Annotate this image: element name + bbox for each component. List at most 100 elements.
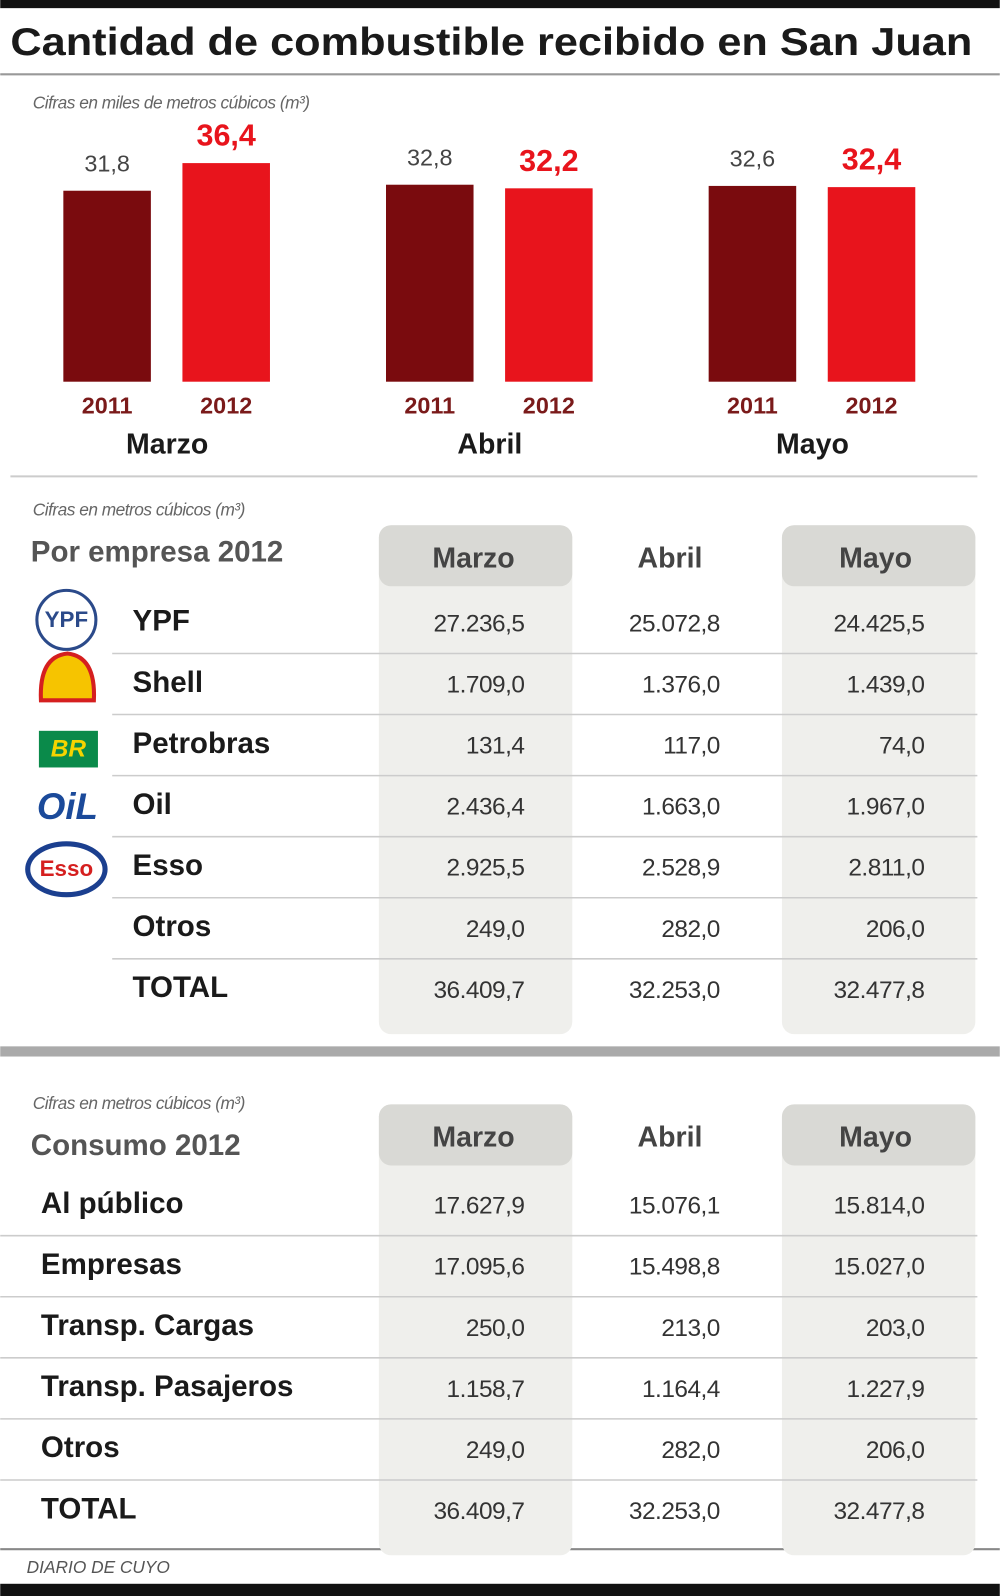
column-header-shade [781, 1104, 976, 1166]
table-cell: 32.477,8 [834, 977, 925, 1004]
column-header: Marzo [432, 542, 514, 574]
row-label: Empresas [41, 1248, 182, 1281]
oil-logo: OiL [37, 786, 98, 827]
table-cell: 1.376,0 [642, 671, 720, 698]
value-label: 36,4 [196, 119, 255, 153]
table-title: Consumo 2012 [31, 1129, 241, 1162]
legend-label: 2011 [82, 392, 133, 418]
row-label: Al público [41, 1187, 184, 1220]
table-note: Cifras en metros cúbicos (m³) [33, 500, 245, 520]
bar [827, 187, 916, 382]
column-header-shade [378, 1104, 573, 1166]
table-cell: 15.814,0 [834, 1193, 925, 1220]
table-cell: 25.072,8 [629, 610, 720, 637]
table-cell: 206,0 [866, 916, 925, 943]
table-cell: 206,0 [866, 1437, 925, 1464]
esso-logo-text: Esso [40, 856, 93, 881]
table-cell: 203,0 [866, 1315, 925, 1342]
table-cell: 32.477,8 [834, 1498, 925, 1525]
column-header: Abril [638, 1122, 703, 1154]
table-cell: 27.236,5 [433, 610, 524, 637]
table-cell: 117,0 [663, 733, 720, 760]
table-cell: 1.164,4 [642, 1376, 720, 1403]
row-label: Petrobras [133, 727, 271, 760]
bar [386, 184, 474, 382]
bar [182, 163, 270, 382]
table-cell: 282,0 [661, 916, 720, 943]
column-header: Mayo [839, 1122, 912, 1154]
table-cell: 213,0 [661, 1315, 720, 1342]
tables: Cifras en metros cúbicos (m³) Por empresa… [0, 500, 978, 1556]
logos: YPF BR OiL Esso [25, 588, 108, 898]
table-cell: 2.925,5 [447, 855, 525, 882]
x-tick-label: Marzo [126, 428, 208, 460]
table-cell: 1.227,9 [847, 1376, 925, 1403]
esso-logo [25, 841, 108, 898]
value-label: 32,2 [519, 144, 578, 178]
table-cell: 1.709,0 [447, 671, 525, 698]
legend-label: 2012 [845, 392, 897, 418]
bottom-band [0, 1583, 1000, 1596]
column-header-shade [378, 525, 573, 587]
table-cell: 17.095,6 [433, 1254, 524, 1281]
row-label: Transp. Cargas [41, 1309, 254, 1342]
table-cell: 282,0 [661, 1437, 720, 1464]
row-label: Shell [133, 666, 204, 699]
column-header: Mayo [839, 542, 912, 574]
table-cell: 1.158,7 [447, 1376, 525, 1403]
value-label: 31,8 [84, 150, 130, 176]
title: Cantidad de combustible recibido en San … [10, 21, 972, 64]
top-band [0, 0, 1000, 9]
ypf-logo [35, 588, 98, 651]
bar [63, 190, 151, 382]
table-cell: 250,0 [466, 1315, 525, 1342]
value-label: 32,8 [407, 144, 453, 170]
legend-label: 2012 [523, 392, 575, 418]
row-label: TOTAL [133, 971, 229, 1004]
value-label: 32,4 [842, 143, 901, 177]
column-header: Abril [638, 542, 703, 574]
table-note: Cifras en metros cúbicos (m³) [33, 1093, 245, 1113]
x-tick-label: Mayo [776, 428, 849, 460]
column-shade [781, 1104, 976, 1556]
table-cell: 249,0 [466, 916, 525, 943]
table-cell: 32.253,0 [629, 977, 720, 1004]
column-header-shade [781, 525, 976, 587]
row-label: YPF [133, 605, 190, 638]
column-shade [378, 525, 573, 1035]
table-cell: 24.425,5 [834, 610, 925, 637]
table-cell: 32.253,0 [629, 1498, 720, 1525]
column-shade [378, 1104, 573, 1556]
column-header: Marzo [432, 1122, 514, 1154]
chart-subtitle: Cifras en miles de metros cúbicos (m³) [33, 92, 310, 112]
x-tick-label: Abril [457, 428, 522, 460]
table-cell: 15.027,0 [834, 1254, 925, 1281]
table-cell: 74,0 [879, 733, 924, 760]
legend-label: 2011 [404, 392, 455, 418]
table-title: Por empresa 2012 [31, 536, 284, 569]
table-cell: 36.409,7 [433, 1498, 524, 1525]
row-label: Otros [133, 910, 212, 943]
table-cell: 36.409,7 [433, 977, 524, 1004]
table-cell: 1.967,0 [847, 794, 925, 821]
value-label: 32,6 [730, 146, 776, 172]
bar [505, 188, 593, 382]
petrobras-logo-text: BR [51, 736, 87, 763]
table-cell: 131,4 [466, 733, 525, 760]
row-label: Oil [133, 788, 172, 821]
row-label: TOTAL [41, 1492, 137, 1525]
ypf-logo-text: YPF [45, 607, 89, 632]
legend-label: 2011 [727, 392, 778, 418]
table-cell: 2.811,0 [848, 855, 924, 882]
table-cell: 15.076,1 [629, 1193, 720, 1220]
table-cell: 15.498,8 [629, 1254, 720, 1281]
petrobras-logo [38, 730, 98, 768]
bar [708, 185, 797, 382]
table-cell: 249,0 [466, 1437, 525, 1464]
legend-label: 2012 [200, 392, 252, 418]
shell-logo [38, 651, 96, 703]
row-label: Transp. Pasajeros [41, 1370, 294, 1403]
table-cell: 2.528,9 [642, 855, 720, 882]
column-shade [781, 525, 976, 1035]
